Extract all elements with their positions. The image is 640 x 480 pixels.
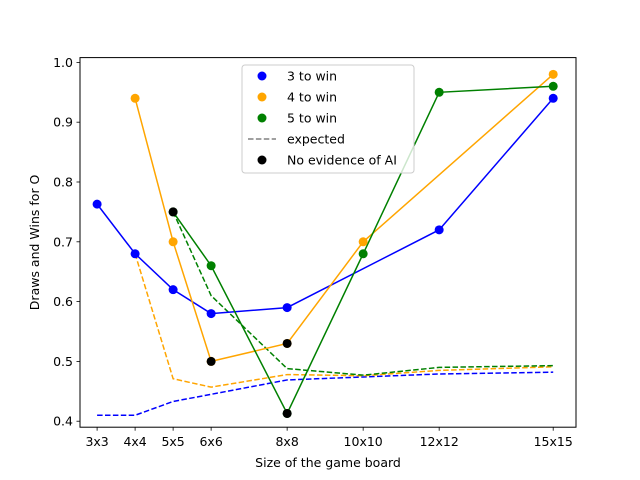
legend-marker-4-to-win	[257, 92, 267, 102]
markers-layer	[92, 69, 558, 418]
expected-line-3-to-win	[97, 371, 554, 416]
data-point-3-to-win	[282, 303, 292, 313]
data-point-3-to-win	[168, 285, 178, 295]
data-point-3-to-win	[434, 225, 444, 235]
data-point-no-evidence-of-ai	[282, 338, 292, 348]
x-tick-label: 12x12	[420, 434, 459, 449]
x-tick-label: 5x5	[161, 434, 184, 449]
legend-marker-3-to-win	[257, 71, 267, 81]
data-point-3-to-win	[548, 93, 558, 103]
data-point-3-to-win	[92, 199, 102, 209]
y-tick-label: 0.6	[53, 294, 73, 309]
y-tick-label: 1.0	[53, 55, 73, 70]
expected-line-5-to-win	[172, 211, 554, 376]
x-tick-label: 6x6	[199, 434, 222, 449]
y-tick-label: 0.7	[53, 234, 73, 249]
legend-marker-no-evidence-of-ai	[257, 155, 267, 165]
series-line-5-to-win	[172, 85, 554, 416]
y-tick-label: 0.9	[53, 115, 73, 130]
expected-lines-layer	[97, 211, 554, 416]
legend-label-4-to-win: 4 to win	[287, 90, 337, 105]
legend-label-3-to-win: 3 to win	[287, 69, 337, 84]
data-point-no-evidence-of-ai	[282, 408, 292, 418]
legend-frame	[241, 64, 415, 174]
data-point-4-to-win	[130, 93, 140, 103]
data-point-3-to-win	[130, 249, 140, 259]
y-axis-label: Draws and Wins for O	[27, 174, 42, 310]
data-point-4-to-win	[358, 237, 368, 247]
data-point-3-to-win	[206, 309, 216, 319]
x-tick-label: 8x8	[275, 434, 298, 449]
y-axis: 0.4 0.5 0.6 0.7 0.8 0.9 1.0	[53, 55, 80, 429]
x-axis-label: Size of the game board	[255, 455, 401, 470]
legend-marker-5-to-win	[257, 113, 267, 123]
data-point-4-to-win	[548, 69, 558, 79]
legend-label-expected: expected	[287, 132, 345, 147]
legend: 3 to win 4 to win 5 to win expected No e…	[241, 64, 415, 174]
x-tick-label: 3x3	[85, 434, 108, 449]
data-point-5-to-win	[434, 87, 444, 97]
data-point-4-to-win	[168, 237, 178, 247]
x-tick-label: 4x4	[123, 434, 146, 449]
legend-label-no-evidence-of-ai: No evidence of AI	[287, 153, 397, 168]
data-point-5-to-win	[206, 261, 216, 271]
y-tick-label: 0.5	[53, 354, 73, 369]
series-line-4-to-win	[134, 73, 554, 363]
y-tick-label: 0.4	[53, 414, 73, 429]
axes-frame	[79, 57, 577, 428]
x-tick-label: 15x15	[534, 434, 573, 449]
data-point-no-evidence-of-ai	[206, 356, 216, 366]
expected-line-4-to-win	[134, 253, 554, 388]
data-point-no-evidence-of-ai	[168, 207, 178, 217]
x-axis: 3x3 4x4 5x5 6x6 8x8 10x10 12x12 15x15	[85, 427, 573, 449]
data-point-5-to-win	[548, 81, 558, 91]
legend-label-5-to-win: 5 to win	[287, 111, 337, 126]
x-tick-label: 10x10	[344, 434, 383, 449]
data-point-5-to-win	[358, 249, 368, 259]
y-tick-label: 0.8	[53, 174, 73, 189]
